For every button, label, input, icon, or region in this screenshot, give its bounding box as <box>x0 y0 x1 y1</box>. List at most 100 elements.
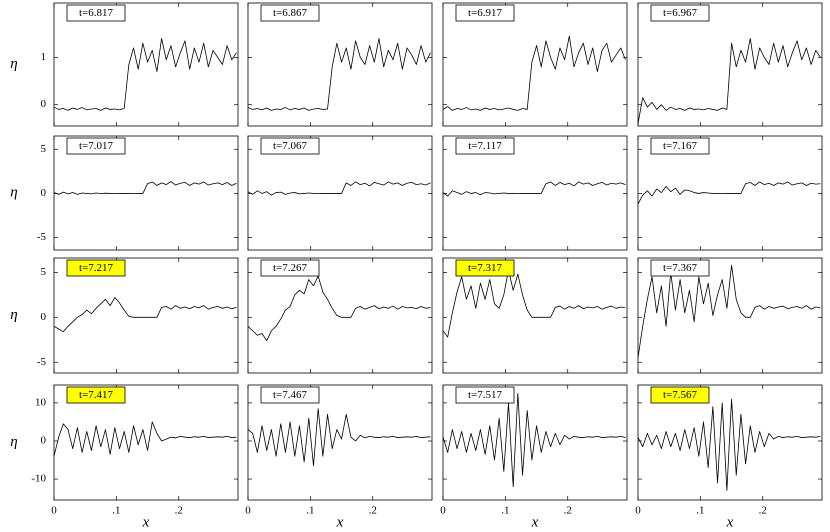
y-axis-label: η <box>10 56 17 72</box>
panel-title: t=7.267 <box>273 262 308 274</box>
panel-title: t=6.967 <box>663 7 698 19</box>
data-line <box>53 297 237 333</box>
y-tick-label: 5 <box>41 143 47 155</box>
data-line <box>637 181 821 205</box>
data-line <box>442 269 626 338</box>
panel-frame <box>53 257 239 374</box>
title-box <box>260 386 320 404</box>
panel: 0 .1 .2 t=7.567 x <box>635 384 823 530</box>
title-box <box>650 259 710 277</box>
y-tick-label: -5 <box>37 231 47 243</box>
y-tick-label: -10 <box>31 473 46 485</box>
y-tick-label: 0 <box>41 311 47 323</box>
panel-title: t=7.417 <box>79 389 114 401</box>
panel: 0 1 t=6.817 η <box>10 2 239 127</box>
data-line <box>442 181 626 197</box>
y-tick-label: 5 <box>41 266 47 278</box>
y-tick-label: -5 <box>37 356 47 368</box>
panel-frame <box>637 257 823 374</box>
x-tick-label: .1 <box>306 505 314 517</box>
data-line <box>53 181 237 195</box>
y-tick-label: 0 <box>41 187 47 199</box>
data-line <box>637 264 821 358</box>
panel-title: t=7.117 <box>468 140 502 152</box>
title-box <box>260 137 320 155</box>
x-tick-label: .2 <box>175 505 183 517</box>
x-tick-label: 0 <box>51 505 57 517</box>
panel: t=6.967 <box>637 2 823 127</box>
x-tick-label: .1 <box>112 505 120 517</box>
title-box <box>650 386 710 404</box>
panel: 0 .1 .2 -10 0 10 t=7.417 η x <box>10 384 239 530</box>
panel-title: t=6.867 <box>273 7 308 19</box>
data-line <box>442 392 626 488</box>
panel-title: t=7.217 <box>79 262 114 274</box>
x-tick-label: .2 <box>369 505 377 517</box>
panel-frame <box>637 384 823 501</box>
x-axis-label: x <box>336 514 344 530</box>
panel: 0 .1 .2 t=7.467 x <box>245 384 433 530</box>
data-line <box>53 421 237 457</box>
panel-frame <box>53 2 239 127</box>
panel-frame <box>637 2 823 127</box>
title-box <box>260 4 320 22</box>
x-tick-label: .1 <box>501 505 509 517</box>
data-line <box>442 35 626 111</box>
panel-frame <box>53 135 239 251</box>
title-box <box>650 4 710 22</box>
panel: t=7.117 <box>442 135 628 251</box>
panel-title: t=7.317 <box>468 262 503 274</box>
title-box <box>260 259 320 277</box>
panel-title: t=7.067 <box>273 140 308 152</box>
y-axis-label: η <box>10 434 17 450</box>
x-tick-label: 0 <box>440 505 446 517</box>
title-box <box>66 4 126 22</box>
y-axis-label: η <box>10 307 17 323</box>
data-line <box>247 38 431 111</box>
panel: t=7.167 <box>637 135 823 251</box>
x-tick-label: .1 <box>696 505 704 517</box>
panel: t=7.367 <box>637 257 823 374</box>
panel: -5 0 5 t=7.217 η <box>10 257 239 374</box>
panel-title: t=7.167 <box>663 140 698 152</box>
panel: t=6.917 <box>442 2 628 127</box>
y-tick-label: 0 <box>41 435 47 447</box>
x-tick-label: .2 <box>759 505 767 517</box>
panel-title: t=7.567 <box>663 389 698 401</box>
title-box <box>455 386 515 404</box>
y-tick-label: 0 <box>41 98 47 110</box>
panel-frame <box>247 257 433 374</box>
panel-frame <box>247 2 433 127</box>
data-line <box>53 38 237 111</box>
title-box <box>650 137 710 155</box>
x-axis-label: x <box>531 514 539 530</box>
x-tick-label: 0 <box>635 505 641 517</box>
panel-title: t=7.517 <box>468 389 503 401</box>
data-line <box>247 275 431 342</box>
panel-frame <box>53 384 239 501</box>
x-axis-label: x <box>726 514 734 530</box>
title-box <box>455 137 515 155</box>
panel: 0 .1 .2 t=7.517 x <box>440 384 628 530</box>
panel-frame <box>442 384 628 501</box>
panel: t=7.267 <box>247 257 433 374</box>
panel-title: t=7.467 <box>273 389 308 401</box>
y-tick-label: 1 <box>41 51 47 63</box>
x-tick-label: .2 <box>564 505 572 517</box>
panel-title: t=6.817 <box>79 7 114 19</box>
panel-title: t=6.917 <box>468 7 503 19</box>
panel-title: t=7.367 <box>663 262 698 274</box>
panel: t=6.867 <box>247 2 433 127</box>
panel-frame <box>442 257 628 374</box>
data-line <box>247 408 431 467</box>
title-box <box>66 137 126 155</box>
panel: -5 0 5 t=7.017 η <box>10 135 239 251</box>
x-axis-label: x <box>142 514 150 530</box>
panel-frame <box>247 135 433 251</box>
y-axis-label: η <box>10 184 17 200</box>
title-box <box>455 4 515 22</box>
title-box <box>455 259 515 277</box>
title-box <box>66 386 126 404</box>
panel-frame <box>442 2 628 127</box>
